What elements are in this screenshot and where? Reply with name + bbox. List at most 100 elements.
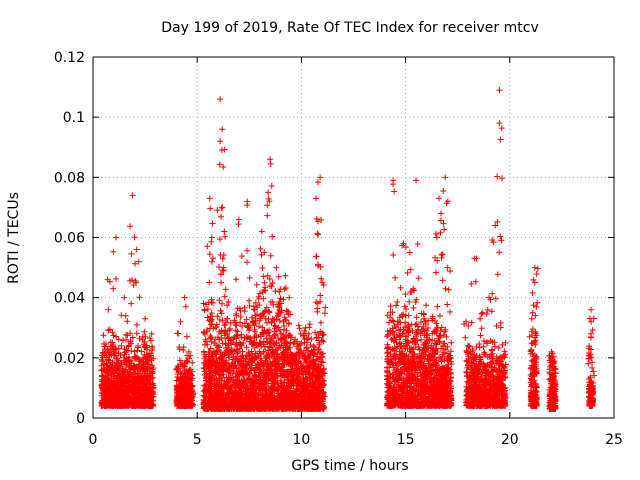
data-point <box>264 212 271 219</box>
data-point <box>126 396 133 403</box>
data-point <box>145 375 152 382</box>
data-point <box>177 318 184 325</box>
data-point <box>117 377 124 384</box>
data-point <box>99 350 106 357</box>
data-point <box>273 264 280 271</box>
data-point <box>142 368 149 375</box>
data-point <box>140 361 147 368</box>
data-point <box>141 328 148 335</box>
data-point <box>121 294 128 301</box>
data-point <box>100 332 107 339</box>
data-point <box>122 375 129 382</box>
data-point <box>222 321 229 328</box>
data-point <box>220 252 227 259</box>
data-point <box>123 346 130 353</box>
data-point <box>135 344 142 351</box>
data-point <box>146 350 153 357</box>
data-point <box>129 334 136 341</box>
data-point <box>117 363 124 370</box>
data-point <box>135 258 142 265</box>
data-point <box>282 284 289 291</box>
data-point <box>259 264 266 271</box>
data-point <box>319 350 326 357</box>
data-point <box>119 398 126 405</box>
data-point <box>296 325 303 332</box>
data-point <box>110 285 117 292</box>
data-point <box>105 306 112 313</box>
data-point <box>113 333 120 340</box>
data-point <box>282 272 289 279</box>
data-point <box>255 323 262 330</box>
data-point <box>317 319 324 326</box>
data-point <box>246 274 253 281</box>
data-point <box>206 251 213 258</box>
data-point <box>139 367 146 374</box>
data-point <box>146 370 153 377</box>
data-point <box>149 375 156 382</box>
data-point <box>134 347 141 354</box>
data-point <box>128 392 135 399</box>
data-point <box>272 288 279 295</box>
data-point <box>123 331 130 338</box>
data-point <box>141 400 148 407</box>
data-point <box>123 399 130 406</box>
grid-lines <box>93 57 614 418</box>
data-point <box>150 365 157 372</box>
data-point <box>132 398 139 405</box>
data-point <box>131 234 138 241</box>
data-point <box>131 366 138 373</box>
data-point <box>148 388 155 395</box>
data-point <box>253 281 260 288</box>
data-point <box>314 308 321 315</box>
data-point <box>101 346 108 353</box>
data-point <box>267 282 274 289</box>
data-point <box>136 335 143 342</box>
data-point <box>215 263 222 270</box>
data-point <box>238 253 245 260</box>
data-point <box>286 294 293 301</box>
data-point <box>150 393 157 400</box>
data-point <box>285 320 292 327</box>
data-point <box>106 278 113 285</box>
data-point <box>115 350 122 357</box>
data-point <box>118 376 125 383</box>
data-point <box>258 228 265 235</box>
data-point <box>105 365 112 372</box>
data-point <box>110 332 117 339</box>
data-point <box>149 344 156 351</box>
data-point <box>100 395 107 402</box>
data-point <box>100 340 107 347</box>
data-point <box>216 161 223 168</box>
data-point <box>99 372 106 379</box>
data-point <box>119 382 126 389</box>
data-point <box>142 380 149 387</box>
data-point <box>207 205 214 212</box>
data-point <box>126 277 133 284</box>
data-point <box>146 381 153 388</box>
data-point <box>136 356 143 363</box>
data-point <box>138 348 145 355</box>
data-point <box>222 286 229 293</box>
data-point <box>317 292 324 299</box>
data-point <box>180 346 187 353</box>
data-point <box>101 388 108 395</box>
data-point <box>113 402 120 409</box>
data-point <box>225 298 232 305</box>
data-point <box>221 293 228 300</box>
data-point <box>119 371 126 378</box>
data-point <box>295 322 302 329</box>
data-point <box>110 367 117 374</box>
data-point <box>124 332 131 339</box>
data-point <box>111 352 118 359</box>
data-point <box>148 402 155 409</box>
chart-title: Day 199 of 2019, Rate Of TEC Index for r… <box>161 20 538 36</box>
data-point <box>150 384 157 391</box>
data-point <box>217 138 224 145</box>
data-point <box>141 351 148 358</box>
data-point <box>103 349 110 356</box>
data-point <box>131 348 138 355</box>
data-point <box>136 390 143 397</box>
data-point <box>275 273 282 280</box>
data-point <box>218 271 225 278</box>
